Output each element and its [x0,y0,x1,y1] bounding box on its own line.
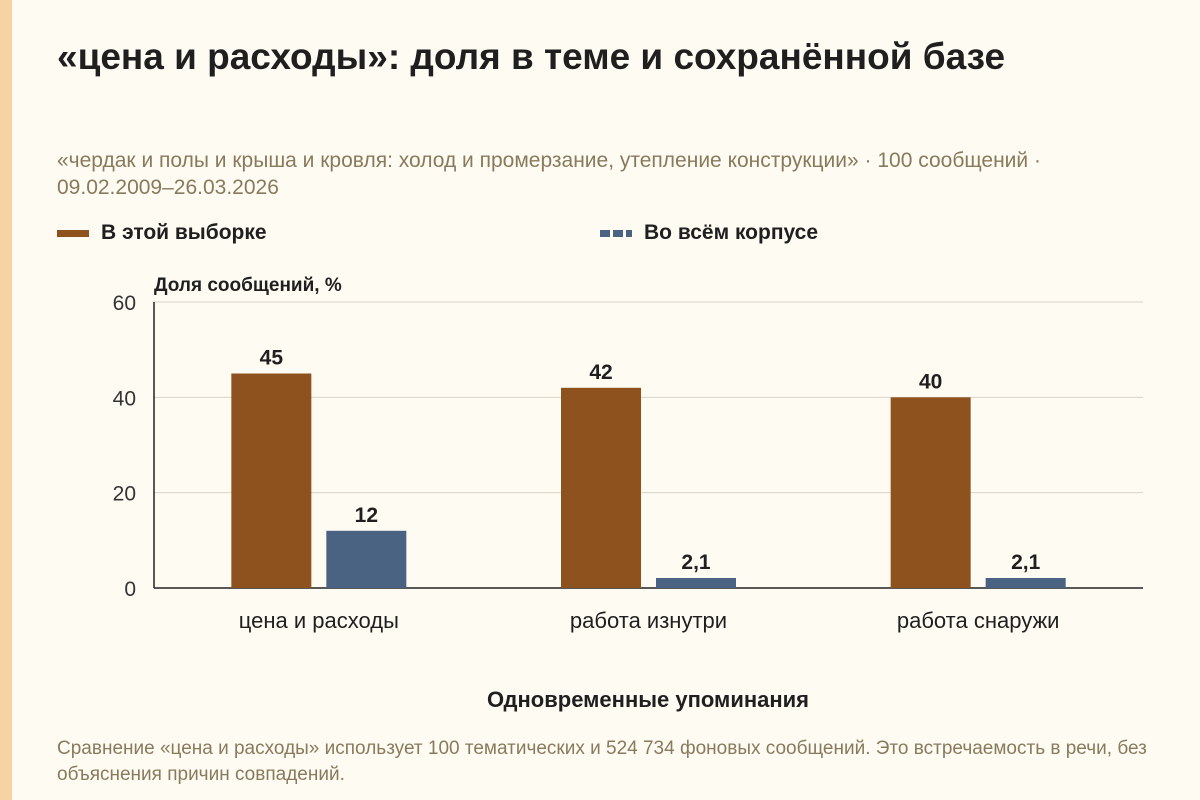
bar-value-label: 2,1 [1011,551,1041,574]
bar [561,387,641,588]
y-tick-label: 0 [124,578,136,601]
y-tick-label: 60 [113,292,136,315]
legend-item-corpus: Во всём корпусе [600,219,818,247]
bar-value-label: 40 [919,370,942,393]
left-accent-strip [0,0,12,800]
x-tick-label: работа изнутри [570,608,727,633]
legend-label-corpus: Во всём корпусе [644,221,819,244]
bar [326,530,407,588]
bar-value-label: 12 [355,504,378,527]
legend-label-sample: В этой выборке [101,221,267,244]
footnote: Сравнение «цена и расходы» использует 10… [57,738,1147,785]
x-tick-label: цена и расходы [239,608,399,633]
legend-swatch-corpus [600,229,632,237]
bar-value-label: 45 [260,347,284,370]
y-tick-label: 20 [113,483,136,506]
chart-title: «цена и расходы»: доля в теме и сохранён… [57,36,1006,77]
bar [985,577,1066,588]
legend-swatch-sample [57,229,89,237]
bar-value-label: 2,1 [681,551,711,574]
bar [656,577,736,588]
bar [890,397,971,588]
bar-value-label: 42 [589,361,612,384]
y-axis-label: Доля сообщений, % [154,275,342,296]
chart-subtitle: «чердак и полы и крыша и кровля: холод и… [57,149,1041,199]
x-tick-label: работа снаружи [897,608,1060,633]
bar [231,373,312,588]
x-axis-label: Одновременные упоминания [487,687,809,712]
y-tick-label: 40 [113,387,136,410]
legend-item-sample: В этой выборке [57,219,267,247]
